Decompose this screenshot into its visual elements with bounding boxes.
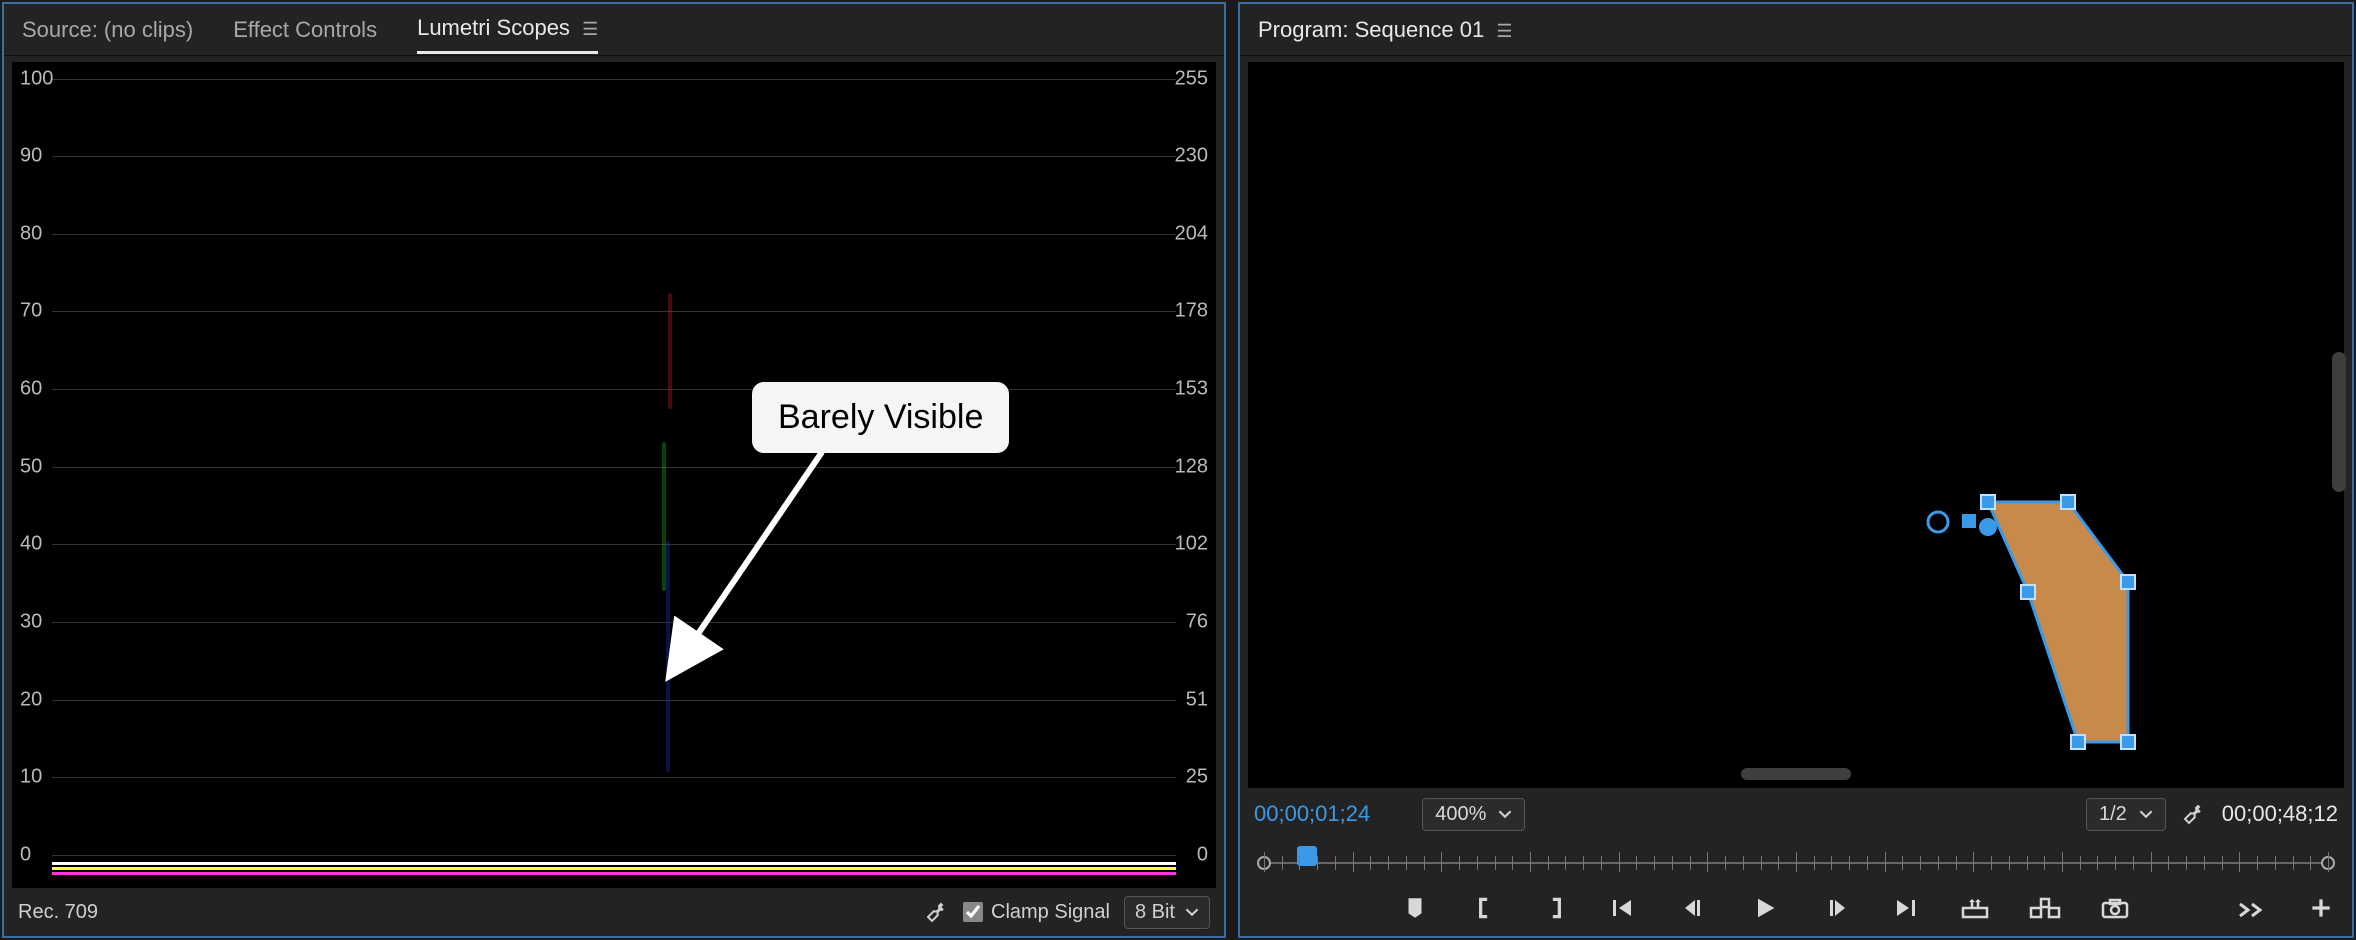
annotation-text: Barely Visible [778, 398, 983, 436]
scope-right-axis-label: 102 [1175, 533, 1208, 556]
bit-depth-select[interactable]: 8 Bit [1124, 896, 1210, 929]
right-tabbar: Program: Sequence 01 ☰ [1240, 4, 2352, 56]
mark-in-icon[interactable] [1468, 891, 1502, 925]
colorspace-label: Rec. 709 [18, 901, 98, 924]
scope-right-axis-label: 0 [1197, 843, 1208, 866]
current-timecode[interactable]: 00;00;01;24 [1254, 801, 1370, 827]
resolution-select[interactable]: 1/2 [2086, 798, 2166, 831]
mark-out-icon[interactable] [1538, 891, 1572, 925]
clamp-signal-label: Clamp Signal [991, 901, 1110, 924]
scope-left-axis-label: 50 [20, 455, 42, 478]
scope-trace [666, 541, 670, 772]
goto-in-icon[interactable] [1608, 891, 1642, 925]
scope-right-axis-label: 76 [1186, 611, 1208, 634]
program-viewer[interactable] [1248, 62, 2344, 788]
lift-icon[interactable] [1958, 891, 1992, 925]
scope-right-axis-label: 204 [1175, 222, 1208, 245]
step-forward-icon[interactable] [1818, 891, 1852, 925]
scope-right-axis-label: 230 [1175, 145, 1208, 168]
scope-right-axis-label: 25 [1186, 766, 1208, 789]
scope-footer: Rec. 709 Clamp Signal 8 Bit [4, 888, 1224, 936]
plus-icon[interactable] [2304, 891, 2338, 925]
wrench-icon[interactable] [925, 900, 949, 924]
tab-lumetri-label: Lumetri Scopes [417, 15, 570, 40]
horizontal-scrollbar[interactable] [1741, 768, 1851, 780]
goto-out-icon[interactable] [1888, 891, 1922, 925]
tab-program[interactable]: Program: Sequence 01 ☰ [1258, 7, 1513, 53]
scope-left-axis-label: 100 [20, 67, 53, 90]
play-icon[interactable] [1748, 891, 1782, 925]
scope-left-axis-label: 70 [20, 300, 42, 323]
source-panel: Source: (no clips) Effect Controls Lumet… [2, 2, 1226, 938]
lumetri-scope-area: 1002559023080204701786015350128401023076… [12, 62, 1216, 888]
duration-timecode[interactable]: 00;00;48;12 [2222, 801, 2338, 827]
scope-right-axis-label: 51 [1186, 688, 1208, 711]
scope-left-axis-label: 30 [20, 611, 42, 634]
tab-source[interactable]: Source: (no clips) [22, 7, 193, 53]
bit-depth-value: 8 Bit [1135, 901, 1175, 924]
scope-right-axis-label: 178 [1175, 300, 1208, 323]
zoom-select[interactable]: 400% [1422, 798, 1525, 831]
tab-lumetri-scopes[interactable]: Lumetri Scopes ☰ [417, 5, 598, 54]
tab-effect-controls[interactable]: Effect Controls [233, 7, 377, 53]
vertical-scrollbar[interactable] [2332, 352, 2346, 492]
annotation-callout: Barely Visible [752, 382, 1009, 453]
program-panel: Program: Sequence 01 ☰ [1238, 2, 2354, 938]
viewer-bottom-bar [1248, 768, 2344, 788]
scope-left-axis-label: 40 [20, 533, 42, 556]
extract-icon[interactable] [2028, 891, 2062, 925]
tab-program-label: Program: Sequence 01 [1258, 17, 1484, 42]
more-icon[interactable] [2234, 891, 2268, 925]
scope-left-axis-label: 0 [20, 843, 31, 866]
marker-icon[interactable] [1398, 891, 1432, 925]
scope-left-axis-label: 20 [20, 688, 42, 711]
scope-left-axis-label: 10 [20, 766, 42, 789]
selected-shape[interactable] [1868, 462, 2168, 767]
panel-menu-icon[interactable]: ☰ [582, 19, 598, 39]
scope-right-axis-label: 128 [1175, 455, 1208, 478]
settings-wrench-icon[interactable] [2182, 802, 2206, 826]
left-tabbar: Source: (no clips) Effect Controls Lumet… [4, 4, 1224, 56]
scope-left-axis-label: 80 [20, 222, 42, 245]
scope-right-axis-label: 255 [1175, 67, 1208, 90]
export-frame-icon[interactable] [2098, 891, 2132, 925]
program-info-row: 00;00;01;24 400% 1/2 00;00;48;12 [1240, 788, 2352, 840]
clamp-signal-checkbox[interactable]: Clamp Signal [963, 901, 1110, 924]
resolution-value: 1/2 [2099, 803, 2127, 826]
scope-left-axis-label: 90 [20, 145, 42, 168]
timeline-ruler[interactable] [1264, 846, 2328, 876]
scope-grid: 1002559023080204701786015350128401023076… [12, 62, 1216, 888]
scope-trace [668, 293, 672, 409]
transport-bar [1240, 880, 2352, 936]
timeline-ruler-row [1240, 840, 2352, 880]
step-back-icon[interactable] [1678, 891, 1712, 925]
scope-right-axis-label: 153 [1175, 378, 1208, 401]
scope-left-axis-label: 60 [20, 378, 42, 401]
panel-menu-icon[interactable]: ☰ [1496, 21, 1512, 41]
zoom-value: 400% [1435, 803, 1486, 826]
